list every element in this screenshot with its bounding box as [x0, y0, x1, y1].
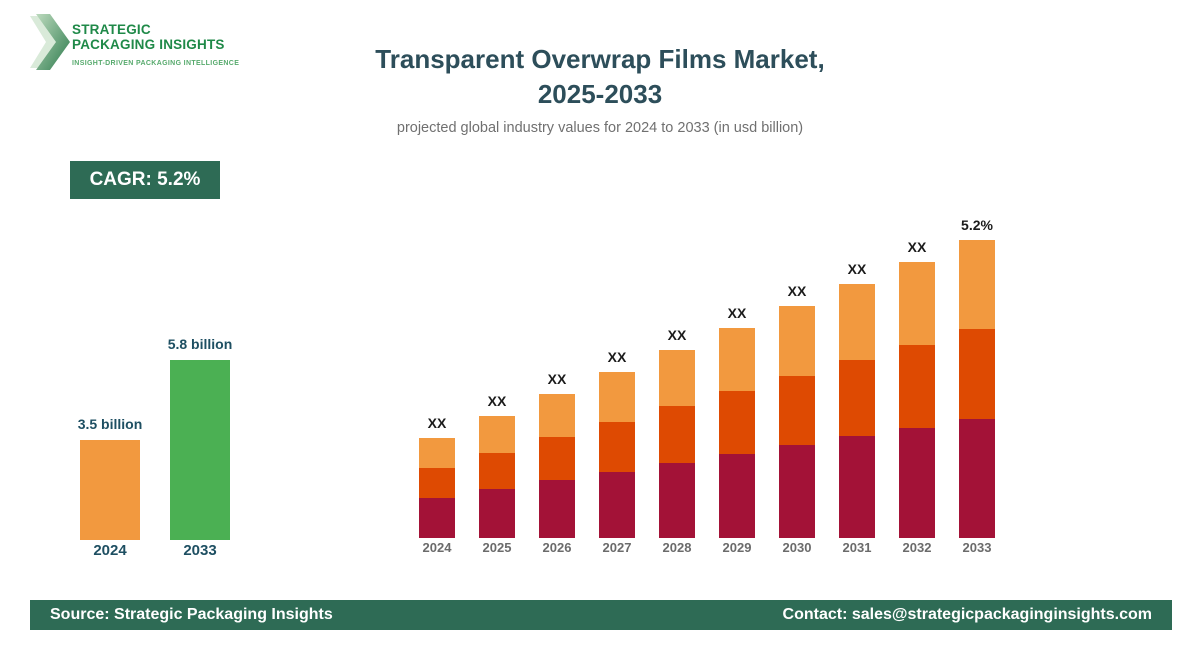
bar-top-label-2028: XX: [667, 327, 687, 343]
bar-segment-top: [539, 394, 575, 438]
summary-bar-2033: [170, 360, 230, 540]
source-text: Source: Strategic Packaging Insights: [50, 606, 333, 623]
summary-chart: 3.5 billion 2024 5.8 billion 2033: [60, 320, 250, 565]
stacked-bar-2033: [959, 240, 995, 538]
logo: STRATEGIC PACKAGING INSIGHTS INSIGHT-DRI…: [30, 12, 290, 72]
bar-top-label-2030: XX: [787, 283, 807, 299]
chart-subtitle: projected global industry values for 202…: [396, 120, 804, 136]
bar-segment-bottom: [539, 480, 575, 538]
bar-segment-bottom: [899, 427, 935, 538]
bar-year-label-2030: 2030: [782, 540, 812, 555]
bar-segment-top: [839, 284, 875, 361]
bar-segment-top: [959, 240, 995, 330]
summary-year-label-2024: 2024: [93, 542, 127, 559]
bar-segment-middle: [599, 421, 635, 472]
bar-segment-middle: [539, 437, 575, 481]
stacked-bar-2025: [479, 416, 515, 538]
summary-value-label-2024: 3.5 billion: [77, 416, 143, 432]
header: Transparent Overwrap Films Market, 2025-…: [0, 42, 1200, 136]
bar-year-label-2028: 2028: [662, 540, 692, 555]
chart-title-line2: 2025-2033: [537, 79, 663, 109]
bar-top-label-2033: 5.2%: [961, 217, 993, 233]
bar-year-label-2025: 2025: [482, 540, 512, 555]
stacked-bar-2027: [599, 372, 635, 538]
source-banner: Source: Strategic Packaging Insights Con…: [30, 600, 1172, 630]
bar-year-label-2031: 2031: [842, 540, 872, 555]
stacked-bar-2032: [899, 262, 935, 538]
stacked-bar-2029: [719, 328, 755, 538]
bar-segment-top: [599, 372, 635, 422]
bar-segment-bottom: [599, 471, 635, 538]
stacked-bar-2026: [539, 394, 575, 538]
bar-year-label-2026: 2026: [542, 540, 572, 555]
stacked-bar-2028: [659, 350, 695, 538]
bar-segment-top: [659, 350, 695, 407]
bar-top-label-2032: XX: [907, 239, 927, 255]
bar-segment-bottom: [479, 489, 515, 538]
bar-segment-middle: [839, 360, 875, 437]
contact-text: Contact: sales@strategicpackaginginsight…: [782, 606, 1152, 623]
bar-segment-top: [779, 306, 815, 376]
bar-segment-middle: [419, 468, 455, 498]
cagr-badge: CAGR: 5.2%: [70, 161, 220, 199]
summary-year-label-2033: 2033: [183, 542, 217, 559]
bar-segment-top: [899, 262, 935, 345]
bar-year-label-2027: 2027: [602, 540, 632, 555]
brand-tagline: INSIGHT-DRIVEN PACKAGING INTELLIGENCE: [72, 60, 240, 67]
summary-value-label-2033: 5.8 billion: [167, 336, 233, 352]
brand-name: STRATEGIC PACKAGING INSIGHTS: [72, 22, 225, 52]
bar-segment-bottom: [959, 418, 995, 538]
bar-top-label-2025: XX: [487, 393, 507, 409]
bar-top-label-2026: XX: [547, 371, 567, 387]
bar-year-label-2032: 2032: [902, 540, 932, 555]
bar-segment-bottom: [779, 445, 815, 538]
stacked-bar-2031: [839, 284, 875, 538]
brand-name-line2: PACKAGING INSIGHTS: [72, 37, 225, 52]
bar-top-label-2031: XX: [847, 261, 867, 277]
bar-segment-top: [719, 328, 755, 391]
bar-year-label-2033: 2033: [962, 540, 992, 555]
bar-segment-middle: [899, 344, 935, 428]
bar-top-label-2024: XX: [427, 415, 447, 431]
bar-segment-middle: [659, 406, 695, 463]
chevron-arrow-icon: [30, 14, 70, 70]
stacked-bar-2024: [419, 438, 455, 538]
bar-segment-middle: [779, 375, 815, 446]
brand-name-line1: STRATEGIC: [72, 22, 151, 37]
bar-segment-bottom: [659, 462, 695, 538]
chart-title-line1: Transparent Overwrap Films Market,: [375, 44, 825, 74]
bar-segment-top: [479, 416, 515, 453]
bar-year-label-2029: 2029: [722, 540, 752, 555]
bar-segment-bottom: [839, 436, 875, 538]
bar-segment-middle: [959, 329, 995, 419]
bar-top-label-2029: XX: [727, 305, 747, 321]
summary-bar-2024: [80, 440, 140, 540]
bar-segment-middle: [719, 391, 755, 454]
bar-year-label-2024: 2024: [422, 540, 452, 555]
stacked-bar-2030: [779, 306, 815, 538]
bar-segment-top: [419, 438, 455, 468]
bar-top-label-2027: XX: [607, 349, 627, 365]
bar-segment-bottom: [419, 498, 455, 538]
main-chart: XX 2024 XX 2025 XX 2026 XX 2027 XX 2028 XX 2029 XX 20…: [419, 195, 999, 560]
bar-segment-middle: [479, 452, 515, 490]
bar-segment-bottom: [719, 454, 755, 538]
